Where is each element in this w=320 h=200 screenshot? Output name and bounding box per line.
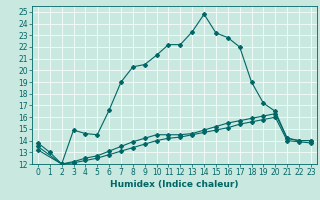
X-axis label: Humidex (Indice chaleur): Humidex (Indice chaleur) (110, 180, 239, 189)
